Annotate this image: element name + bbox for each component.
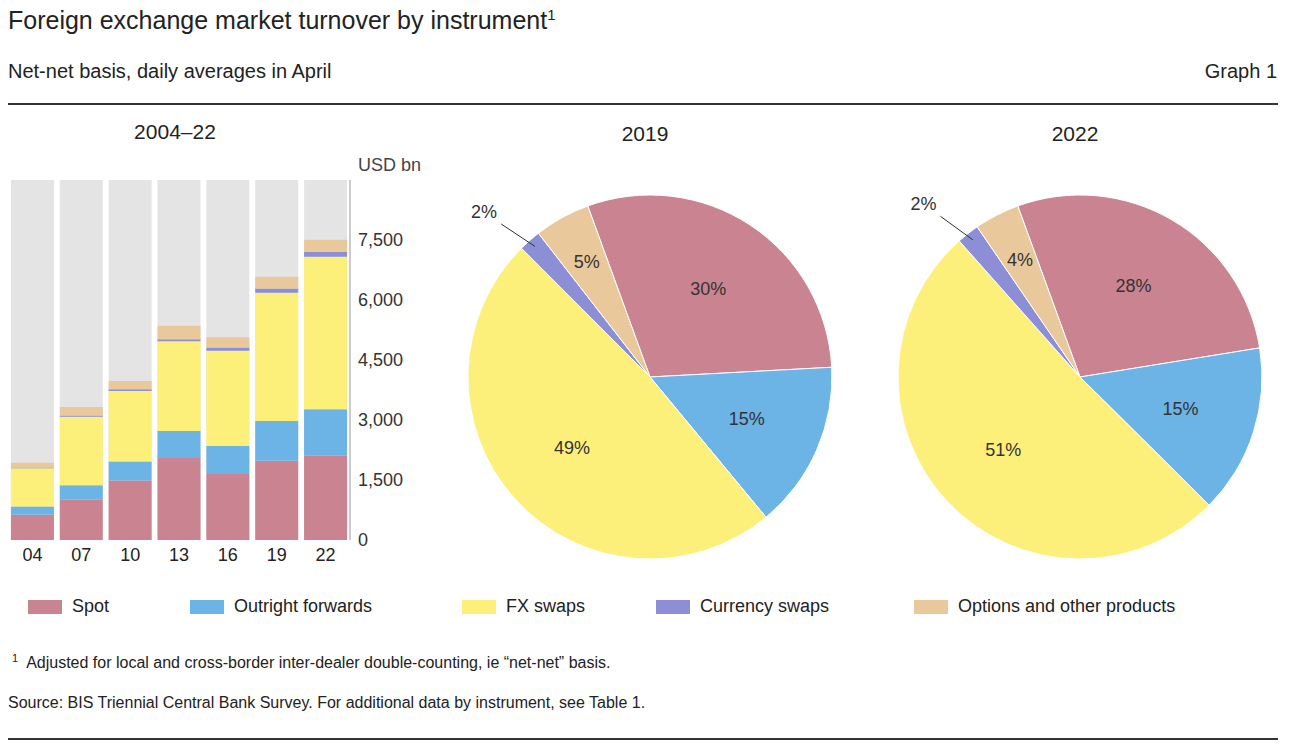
svg-text:10: 10 [120, 545, 140, 565]
svg-text:15%: 15% [729, 409, 765, 429]
svg-text:0: 0 [358, 530, 368, 550]
html-text:Foreign exchange market turnov: Foreign exchange market turnover by inst… [8, 6, 556, 35]
svg-text:07: 07 [71, 545, 91, 565]
svg-text:2%: 2% [471, 202, 497, 222]
svg-text:28%: 28% [1115, 276, 1151, 296]
svg-text:16: 16 [218, 545, 238, 565]
svg-text:3,000: 3,000 [358, 410, 403, 430]
svg-text:2%: 2% [910, 194, 936, 214]
html-text:2004–22: 2004–22 [134, 120, 216, 143]
html-text:Net-net basis, daily averages: Net-net basis, daily averages in April [8, 60, 332, 82]
svg-text:30%: 30% [690, 279, 726, 299]
svg-text:19: 19 [267, 545, 287, 565]
html-text:Adjusted for local and cross-b: Adjusted for local and cross-border inte… [26, 654, 611, 672]
html-text:USD bn: USD bn [358, 155, 421, 175]
svg-text:13: 13 [169, 545, 189, 565]
svg-text:4%: 4% [1007, 250, 1033, 270]
html-text:Options and other products: Options and other products [958, 596, 1176, 616]
svg-text:4,500: 4,500 [358, 350, 403, 370]
svg-text:49%: 49% [554, 438, 590, 458]
html-text:2019: 2019 [621, 122, 669, 145]
svg-text:04: 04 [22, 545, 42, 565]
html-text:FX swaps: FX swaps [506, 596, 585, 616]
svg-text:1,500: 1,500 [358, 470, 403, 490]
html-text:Spot: Spot [72, 596, 109, 616]
svg-text:5%: 5% [574, 252, 600, 272]
svg-text:6,000: 6,000 [358, 290, 403, 310]
html-text:Graph 1: Graph 1 [1204, 60, 1277, 82]
html-text:1: 1 [12, 652, 19, 664]
svg-text:22: 22 [316, 545, 336, 565]
html-text:Outright forwards: Outright forwards [234, 596, 373, 616]
html-text:Currency swaps: Currency swaps [700, 596, 829, 616]
html-text:Source: BIS Triennial Central: Source: BIS Triennial Central Bank Surve… [8, 694, 646, 711]
svg-text:7,500: 7,500 [358, 230, 403, 250]
svg-text:51%: 51% [985, 440, 1021, 460]
svg-text:15%: 15% [1162, 399, 1198, 419]
html-text:2022: 2022 [1051, 122, 1099, 145]
